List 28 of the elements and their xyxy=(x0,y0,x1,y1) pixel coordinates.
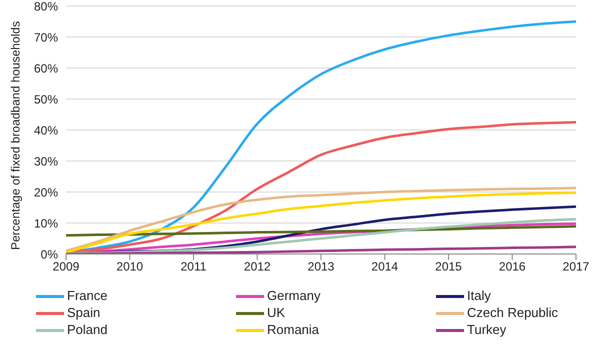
y-axis-title: Percentage of fixed broadband households xyxy=(8,21,22,250)
legend-label: Italy xyxy=(467,288,491,304)
x-tick-label: 2017 xyxy=(562,260,590,274)
legend-label: Germany xyxy=(267,288,320,304)
y-tick-label: 30% xyxy=(34,154,58,168)
y-tick-label: 60% xyxy=(34,61,58,76)
legend-label: France xyxy=(67,288,108,304)
legend-label: Poland xyxy=(67,322,108,338)
x-tick-label: 2014 xyxy=(371,260,398,274)
x-tick-label: 2015 xyxy=(435,260,462,274)
y-tick-label: 0% xyxy=(40,247,58,262)
y-tick-label: 10% xyxy=(34,216,58,230)
x-tick-label: 2012 xyxy=(244,260,271,274)
y-tick-label: 20% xyxy=(34,185,58,200)
legend-label: UK xyxy=(267,305,286,321)
legend-label: Spain xyxy=(67,305,100,321)
x-tick-label: 2016 xyxy=(498,260,526,274)
x-tick-label: 2013 xyxy=(308,260,335,274)
x-tick-label: 2010 xyxy=(116,260,144,274)
y-tick-label: 70% xyxy=(34,30,58,44)
y-tick-label: 80% xyxy=(34,0,58,14)
x-tick-label: 2011 xyxy=(180,260,207,274)
legend-label: Czech Republic xyxy=(467,305,558,321)
x-tick-label: 2009 xyxy=(52,260,80,274)
y-tick-label: 50% xyxy=(34,92,58,106)
legend-label: Turkey xyxy=(467,322,506,338)
y-tick-label: 40% xyxy=(34,123,58,138)
legend-label: Romania xyxy=(267,322,320,338)
